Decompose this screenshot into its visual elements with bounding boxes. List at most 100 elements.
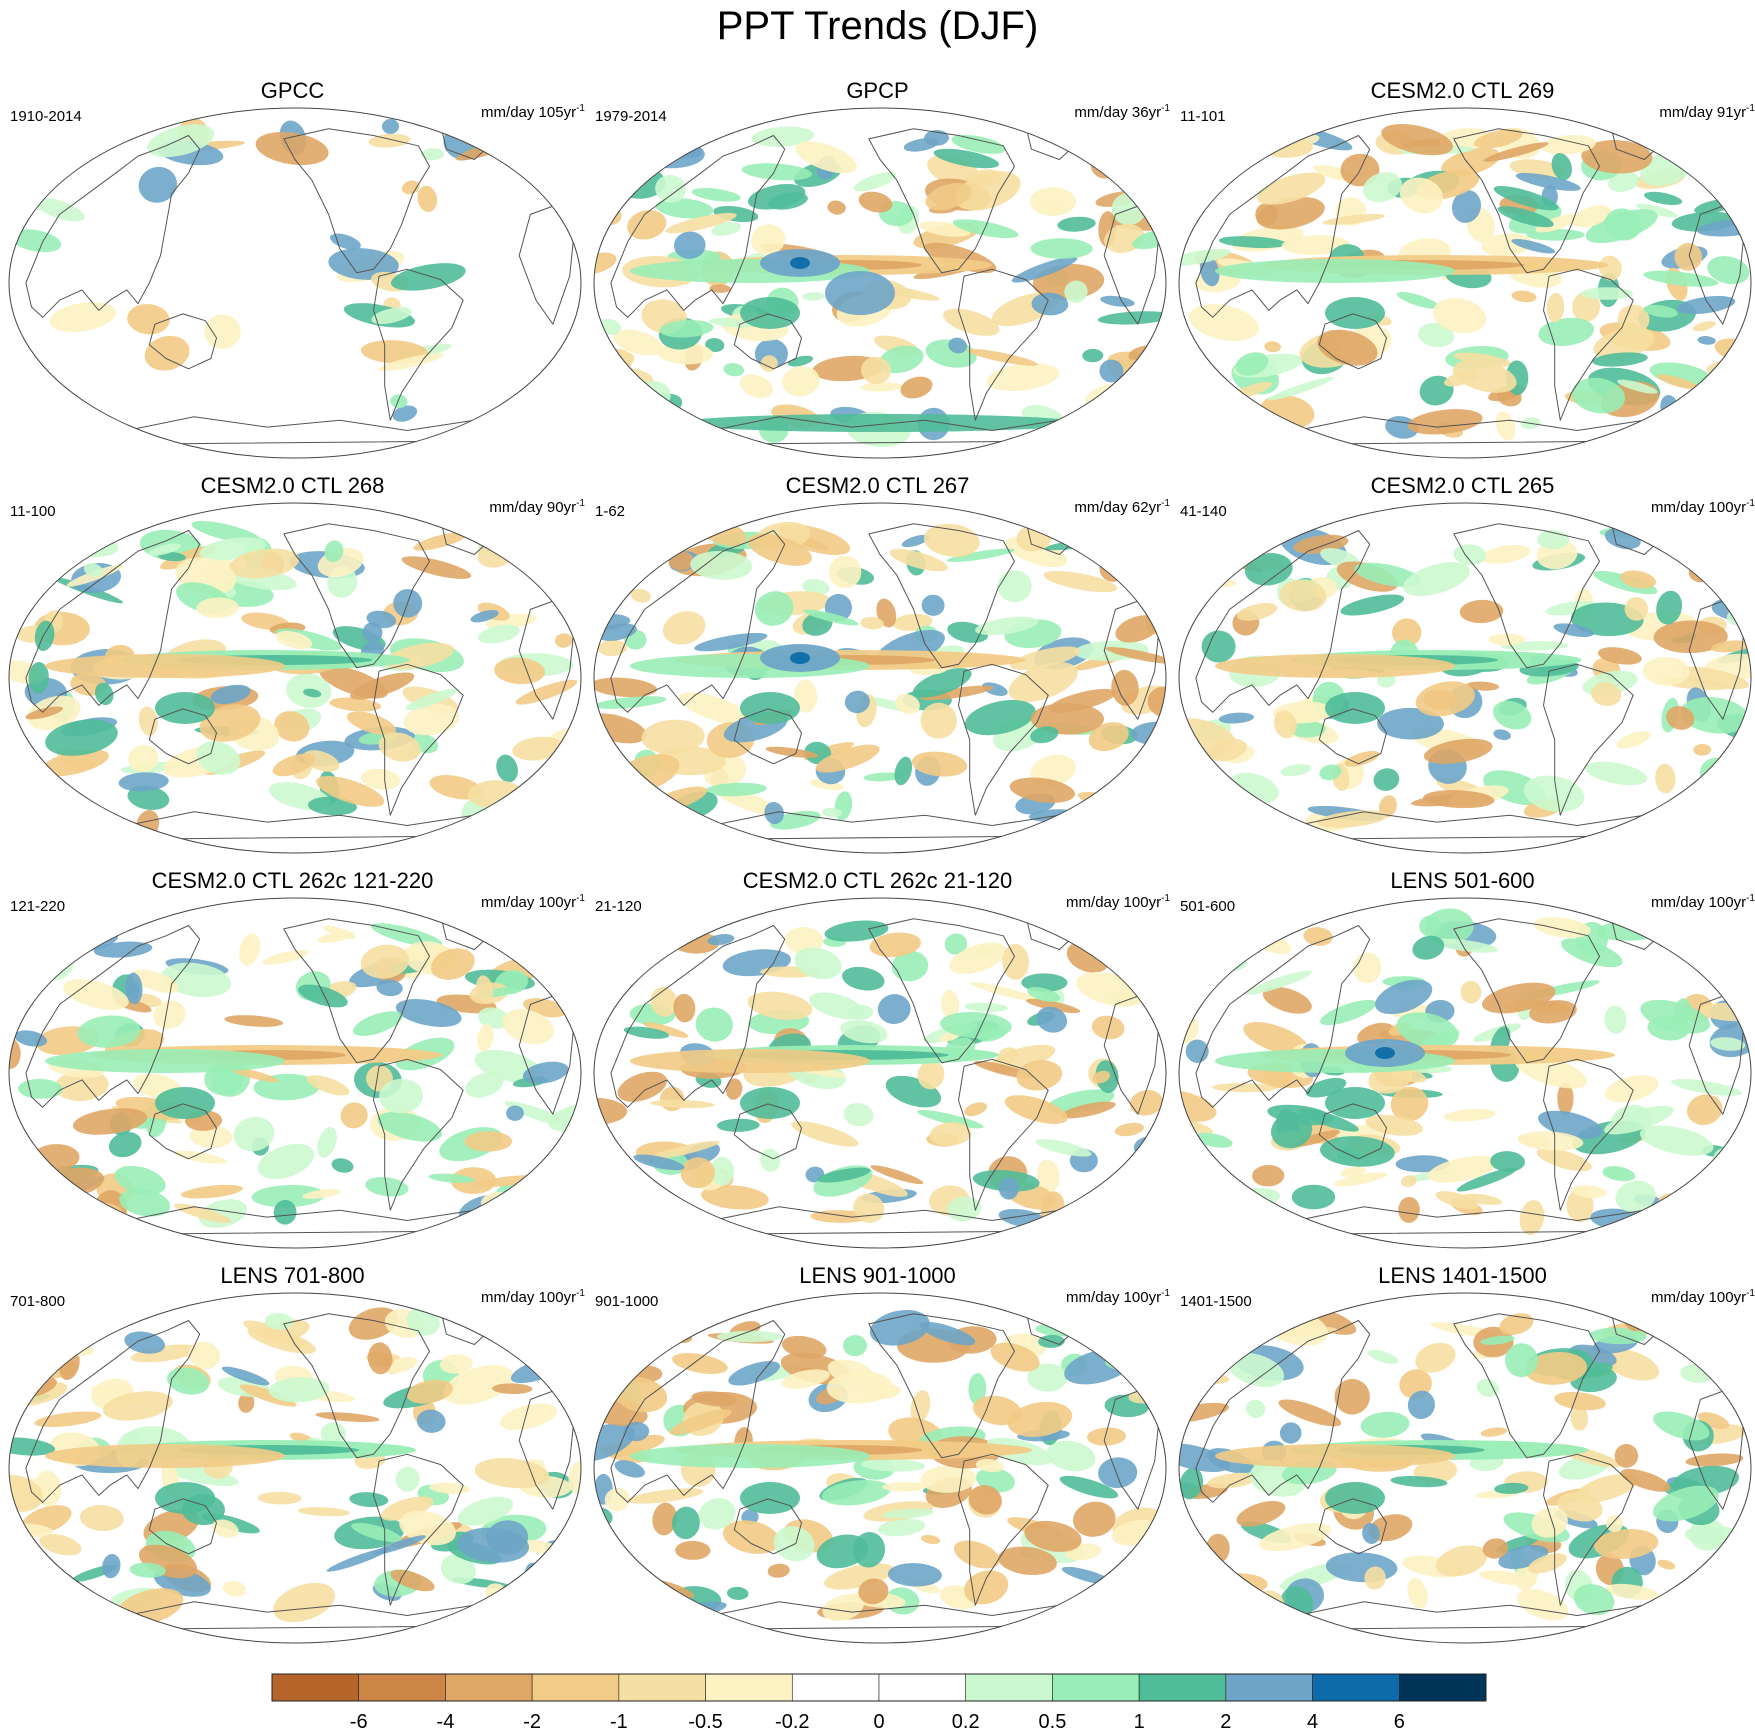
colorbar-tick-label: -0.2 xyxy=(775,1711,809,1733)
panel-units-text: mm/day 100yr xyxy=(1066,1289,1162,1306)
map-panel: GPCP 1979-2014 mm/day 36yr-1 xyxy=(585,0,1170,459)
panel-units-text: mm/day 100yr xyxy=(1066,894,1162,911)
panel-units: mm/day 100yr-1 xyxy=(1651,499,1755,517)
coastline-south-america xyxy=(958,1453,1049,1606)
coastline-north-america xyxy=(283,918,430,1064)
coastline-south-america xyxy=(958,1058,1049,1211)
coastline-australia xyxy=(148,708,217,765)
panel-units-exponent: -1 xyxy=(1746,498,1755,509)
coastline-antarctica xyxy=(711,416,1083,445)
panel-period: 1979-2014 xyxy=(595,108,667,125)
coastline-asia-coast xyxy=(1195,530,1371,713)
panel-units: mm/day 36yr-1 xyxy=(1074,104,1170,122)
panel-period: 121-220 xyxy=(10,898,66,915)
panel-units: mm/day 100yr-1 xyxy=(481,1289,585,1307)
coastline-asia-coast xyxy=(25,925,201,1108)
coastline-asia-coast xyxy=(25,135,201,318)
panel-units: mm/day 62yr-1 xyxy=(1074,499,1170,517)
panel-period: 21-120 xyxy=(595,898,642,915)
coastline-australia xyxy=(148,313,217,370)
coastline-australia xyxy=(733,1498,802,1555)
colorbar-tick-label: 1 xyxy=(1134,1711,1145,1733)
coastline-antarctica xyxy=(1296,1601,1668,1630)
coastline-asia-coast xyxy=(610,135,786,318)
globe-outline xyxy=(1178,1292,1752,1644)
coastline-north-america xyxy=(1453,918,1600,1064)
coastline-australia xyxy=(1318,313,1387,370)
colorbar-tick-label: 4 xyxy=(1307,1711,1318,1733)
panel-units-text: mm/day 62yr xyxy=(1074,499,1162,516)
panel-period: 1-62 xyxy=(595,503,626,520)
coastline-antarctica xyxy=(126,416,498,445)
colorbar-tick-label: -2 xyxy=(523,1711,541,1733)
map-panel: CESM2.0 CTL 269 11-101 mm/day 91yr-1 xyxy=(1170,0,1755,459)
panel-units-text: mm/day 90yr xyxy=(489,499,577,516)
globe-outline xyxy=(8,502,582,854)
globe-outline xyxy=(8,897,582,1249)
panel-units: mm/day 100yr-1 xyxy=(1066,1289,1170,1307)
world-map xyxy=(8,107,582,459)
panel-grid: GPCC 1910-2014 mm/day 105yr-1 GPCP 1979-2014… xyxy=(8,0,1755,1644)
world-map xyxy=(593,107,1167,459)
map-panel: LENS 901-1000 901-1000 mm/day 100yr-1 xyxy=(585,1185,1170,1644)
coastline-north-america xyxy=(283,523,430,669)
coastline-south-america xyxy=(958,663,1049,816)
world-map xyxy=(8,897,582,1249)
coastline-australia xyxy=(733,313,802,370)
figure-title: PPT Trends (DJF) xyxy=(716,4,1039,48)
globe-background xyxy=(1179,898,1751,1248)
map-panel: CESM2.0 CTL 265 41-140 mm/day 100yr-1 xyxy=(1170,395,1755,854)
colorbar-bin xyxy=(1225,1673,1313,1702)
panel-title: LENS 701-800 xyxy=(220,1263,365,1288)
colorbar-bin xyxy=(878,1673,967,1702)
world-map xyxy=(8,1292,582,1644)
panel-units: mm/day 100yr-1 xyxy=(1066,894,1170,912)
world-map xyxy=(593,897,1167,1249)
coastline-antarctica xyxy=(711,811,1083,840)
panel-units-exponent: -1 xyxy=(1161,893,1170,904)
panel-units-exponent: -1 xyxy=(1746,1288,1755,1299)
coastline-australia xyxy=(148,1498,217,1555)
panel-units-exponent: -1 xyxy=(576,498,585,509)
colorbar-bin xyxy=(791,1673,880,1702)
coastline-asia-coast xyxy=(25,1320,201,1503)
coastline-asia-coast xyxy=(610,925,786,1108)
panel-units-exponent: -1 xyxy=(576,103,585,114)
colorbar-graphic: -6 -4 -2 -1 -0.5 -0.2 0 0.2 0.5 1 2 4 6 xyxy=(271,1673,1487,1733)
panel-title: GPCC xyxy=(260,78,325,103)
colorbar-bin xyxy=(271,1673,360,1702)
panel-title: CESM2.0 CTL 269 xyxy=(1370,78,1555,103)
panel-units: mm/day 100yr-1 xyxy=(481,894,585,912)
coastline-south-america xyxy=(373,1453,464,1606)
coastline-antarctica xyxy=(126,1601,498,1630)
panel-period: 1401-1500 xyxy=(1180,1293,1252,1310)
panel-title: LENS 901-1000 xyxy=(799,1263,956,1288)
world-map xyxy=(593,1292,1167,1644)
panel-period: 11-100 xyxy=(10,503,56,520)
world-map xyxy=(1178,107,1752,459)
coastline-north-america xyxy=(868,1313,1015,1459)
coastline-antarctica xyxy=(711,1206,1083,1235)
panel-title: CESM2.0 CTL 265 xyxy=(1370,473,1555,498)
panel-units-text: mm/day 100yr xyxy=(1651,1289,1747,1306)
coastline-south-america xyxy=(1543,1453,1634,1606)
coastline-asia-coast xyxy=(1195,1320,1371,1503)
colorbar-tick-label: -6 xyxy=(350,1711,368,1733)
world-map xyxy=(1178,897,1752,1249)
coastline-north-america xyxy=(283,1313,430,1459)
coastline-north-america xyxy=(1453,523,1600,669)
colorbar-tick-label: 0.2 xyxy=(952,1711,980,1733)
colorbar-bin xyxy=(1138,1673,1227,1702)
coastline-asia-coast xyxy=(1195,925,1371,1108)
coastline-south-america xyxy=(1543,268,1634,421)
globe-outline xyxy=(1178,107,1752,459)
coastline-asia-coast xyxy=(1195,135,1371,318)
colorbar-bin xyxy=(705,1673,793,1702)
colorbar-bin xyxy=(358,1673,446,1702)
panel-units-text: mm/day 100yr xyxy=(1651,894,1747,911)
coastline-north-america xyxy=(1453,128,1600,274)
panel-units-exponent: -1 xyxy=(1746,103,1755,114)
coastline-australia xyxy=(1318,1498,1387,1555)
panel-title: LENS 1401-1500 xyxy=(1378,1263,1547,1288)
globe-outline xyxy=(8,1292,582,1644)
